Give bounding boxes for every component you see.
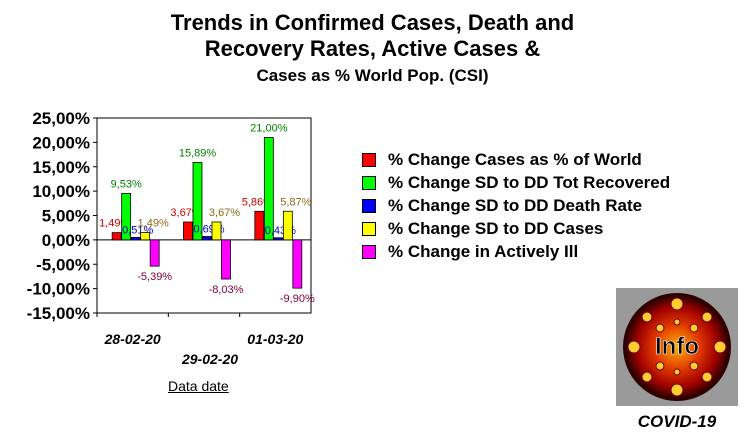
- bar: [263, 137, 274, 241]
- x-tick-label: 29-02-20: [181, 351, 238, 367]
- legend-swatch: [362, 152, 376, 167]
- chart-title-line-2: Recovery Rates, Active Cases &: [204, 36, 541, 61]
- legend-item: % Change Cases as % of World: [362, 148, 670, 171]
- x-axis-title: Data date: [168, 378, 229, 394]
- legend-swatch: [362, 175, 376, 190]
- bar: [149, 239, 160, 267]
- bar: [202, 236, 212, 241]
- logo-text: Info: [655, 333, 699, 360]
- bar: [254, 210, 265, 241]
- bar: [121, 193, 132, 241]
- logo-caption: COVID-19: [637, 412, 717, 431]
- chart-title-line-1: Trends in Confirmed Cases, Death and: [170, 10, 575, 35]
- data-label: 15,89%: [179, 147, 217, 159]
- data-label: 9,53%: [111, 178, 142, 190]
- legend-item: % Change SD to DD Cases: [362, 217, 670, 240]
- y-tick-label: 25,00%: [32, 109, 90, 128]
- bar: [140, 232, 151, 241]
- y-tick-label: 0,00%: [42, 231, 90, 250]
- bar: [221, 239, 231, 280]
- y-tick-label: -15,00%: [27, 304, 90, 323]
- bar: [292, 239, 303, 289]
- bar: [273, 237, 284, 241]
- chart-legend: % Change Cases as % of World % Change SD…: [362, 148, 670, 263]
- data-label: 3,67%: [209, 207, 240, 219]
- legend-label: % Change in Actively Ill: [388, 241, 579, 261]
- data-label: -5,39%: [137, 271, 172, 283]
- y-tick-label: 15,00%: [32, 158, 90, 177]
- legend-label: % Change SD to DD Cases: [388, 218, 604, 238]
- y-tick-label: 20,00%: [32, 133, 90, 152]
- data-label: -9,90%: [280, 293, 315, 305]
- y-tick-label: -10,00%: [27, 280, 90, 299]
- bar: [211, 221, 222, 241]
- chart-subtitle: Cases as % World Pop. (CSI): [256, 66, 489, 85]
- covid-info-logo: Info: [616, 288, 738, 406]
- legend-item: % Change SD to DD Tot Recovered: [362, 171, 670, 194]
- y-tick-label: 5,00%: [42, 207, 90, 226]
- legend-label: % Change SD to DD Death Rate: [388, 195, 643, 215]
- bar: [282, 210, 293, 241]
- x-tick-label: 01-03-20: [247, 331, 303, 347]
- legend-item: % Change in Actively Ill: [362, 240, 670, 263]
- data-label: 5,87%: [280, 196, 311, 208]
- legend-item: % Change SD to DD Death Rate: [362, 194, 670, 217]
- y-tick-label: -5,00%: [36, 255, 90, 274]
- plot-area: [96, 117, 312, 314]
- legend-swatch: [362, 221, 376, 236]
- legend-label: % Change Cases as % of World: [388, 149, 642, 169]
- bar: [192, 162, 203, 241]
- bar: [111, 232, 122, 241]
- data-label: 1,49%: [138, 218, 169, 230]
- legend-swatch: [362, 198, 376, 213]
- data-label: 21,00%: [250, 123, 288, 135]
- x-tick-label: 28-02-20: [104, 331, 161, 347]
- legend-label: % Change SD to DD Tot Recovered: [388, 172, 671, 192]
- bar: [130, 236, 141, 241]
- y-tick-label: 10,00%: [32, 182, 90, 201]
- data-label: -8,03%: [209, 284, 244, 296]
- bar: [183, 221, 193, 241]
- legend-swatch: [362, 244, 376, 259]
